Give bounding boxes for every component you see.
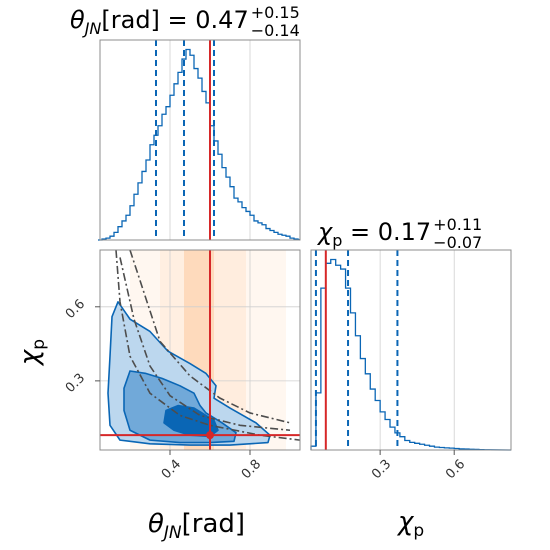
joint-ylabel: χp (15, 339, 49, 367)
joint-isocurve-2 (115, 250, 300, 441)
theta-histogram-line (98, 48, 301, 241)
chi-title-minus: −0.07 (433, 233, 482, 252)
chi-xlabel-symbol: χ (396, 507, 415, 537)
theta-title-value: [rad] = 0.47 (101, 6, 248, 34)
chi-title-value: = 0.17 (342, 218, 431, 246)
joint-ytick-label-0: 0.3 (63, 371, 88, 396)
joint-ylabel-symbol: χ (15, 348, 45, 367)
chi-xlabel: χp (396, 507, 424, 541)
joint-injected-marker (206, 431, 214, 440)
joint-xlabel-symbol: θ (148, 509, 164, 539)
chi-histogram-line (310, 258, 512, 451)
theta-panel-frame (99, 39, 301, 241)
joint-ytick-label-1: 0.6 (63, 297, 88, 322)
chi-title-plus: +0.11 (433, 215, 482, 234)
joint-xtick-label-1: 0.8 (239, 457, 264, 482)
joint-panel-frame (99, 249, 301, 451)
joint-xlabel-unit: [rad] (182, 509, 245, 539)
joint-ylabel-sub: p (29, 339, 49, 350)
chi-title-sub: p (332, 231, 342, 250)
chi-xtick-label-0: 0.3 (369, 457, 394, 482)
joint-isocurve-0 (119, 257, 291, 432)
chi-title-symbol: χ (316, 218, 333, 246)
theta-title-symbol: θ (70, 6, 85, 34)
chi-title: χp = 0.17 (316, 218, 431, 250)
theta-title: θJN[rad] = 0.47 (70, 6, 249, 38)
chi-xtick-label-1: 0.6 (443, 457, 468, 482)
joint-isocurve-1 (129, 250, 291, 424)
theta-title-plus: +0.15 (251, 3, 300, 22)
chi-xlabel-sub: p (413, 521, 424, 541)
chi-panel-frame (310, 249, 512, 451)
joint-xlabel: θJN[rad] (148, 509, 245, 543)
theta-title-minus: −0.14 (251, 21, 300, 40)
joint-plot-area (100, 250, 300, 450)
joint-xtick-label-0: 0.4 (159, 457, 184, 482)
theta-title-sub: JN (82, 19, 102, 38)
joint-xlabel-sub: JN (161, 523, 182, 543)
